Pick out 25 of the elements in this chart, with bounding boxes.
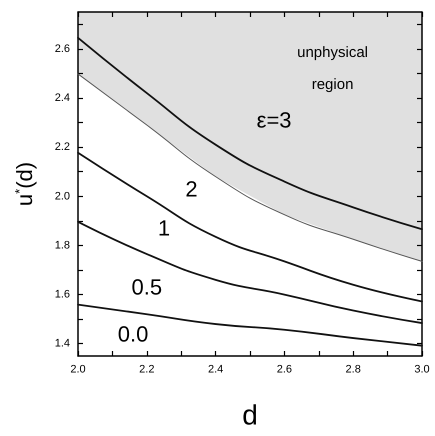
x-tick-label: 3.0 bbox=[414, 364, 430, 376]
x-tick-label: 2.0 bbox=[70, 364, 86, 376]
x-tick-label: 2.2 bbox=[139, 364, 154, 376]
series-label: 1 bbox=[158, 216, 170, 241]
line-series bbox=[78, 73, 422, 262]
y-tick-label: 2.2 bbox=[54, 141, 70, 154]
y-tick-label: 2.4 bbox=[54, 92, 70, 104]
x-tick-label: 2.6 bbox=[276, 364, 292, 376]
annotation: unphysical region bbox=[297, 44, 368, 94]
x-tick-label: 2.8 bbox=[346, 364, 361, 376]
x-tick-label: 2.4 bbox=[208, 364, 224, 376]
y-tick-label: 1.8 bbox=[54, 239, 70, 252]
y-tick-label: 2.6 bbox=[54, 42, 70, 55]
series-label: 2 bbox=[185, 176, 198, 202]
series-label: 0.0 bbox=[118, 321, 148, 346]
y-tick-label: 1.4 bbox=[54, 338, 70, 350]
line-series bbox=[77, 304, 423, 347]
series-label: ε=3 bbox=[256, 108, 292, 133]
x-axis-title: d bbox=[242, 400, 258, 430]
line-series bbox=[77, 152, 423, 302]
line-series bbox=[77, 220, 423, 324]
y-tick-label: 2.0 bbox=[54, 190, 70, 202]
y-axis-title: u*(d) bbox=[12, 162, 37, 206]
series-label: 0.5 bbox=[132, 274, 162, 300]
y-tick-label: 1.6 bbox=[54, 288, 70, 301]
